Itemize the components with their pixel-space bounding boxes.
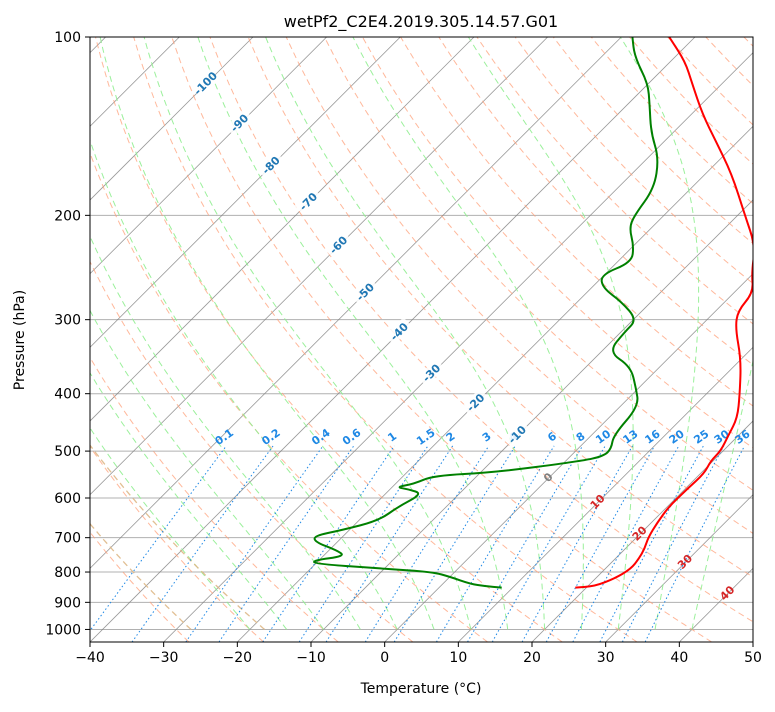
x-tick-label: 10 (449, 650, 467, 666)
y-tick-label: 800 (54, 565, 81, 581)
y-tick-label: 900 (54, 595, 81, 611)
x-tick-label: −10 (296, 650, 326, 666)
y-tick-label: 300 (54, 313, 81, 329)
y-tick-label: 1000 (45, 622, 81, 638)
x-tick-label: −20 (223, 650, 253, 666)
y-tick-label: 400 (54, 387, 81, 403)
y-tick-label: 700 (54, 531, 81, 547)
x-tick-label: −40 (75, 650, 105, 666)
chart-title: wetPf2_C2E4.2019.305.14.57.G01 (284, 12, 558, 32)
y-tick-label: 500 (54, 444, 81, 460)
x-tick-label: 20 (523, 650, 541, 666)
y-tick-label: 600 (54, 491, 81, 507)
x-tick-label: 40 (670, 650, 688, 666)
x-tick-label: 50 (744, 650, 762, 666)
y-tick-label: 200 (54, 208, 81, 224)
x-tick-label: −30 (149, 650, 179, 666)
x-tick-label: 30 (597, 650, 615, 666)
y-tick-label: 100 (54, 30, 81, 46)
x-tick-label: 0 (380, 650, 389, 666)
y-axis-label: Pressure (hPa) (12, 290, 28, 390)
x-axis-label: Temperature (°C) (360, 681, 482, 697)
